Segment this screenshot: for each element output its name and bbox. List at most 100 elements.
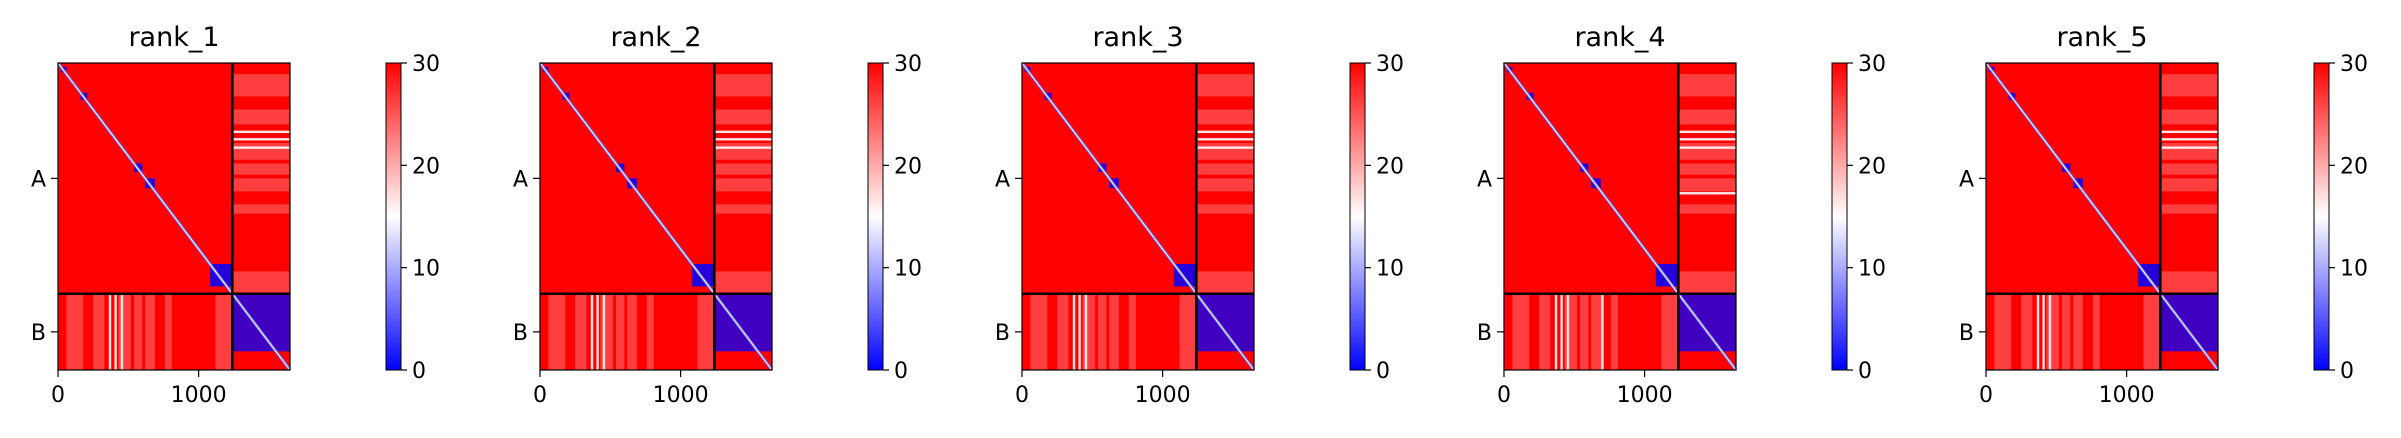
interchain-stripe	[1097, 293, 1107, 370]
interchain-band	[714, 130, 772, 134]
interchain-band	[1601, 293, 1604, 370]
panel-title: rank_2	[610, 22, 701, 53]
interchain-stripe	[1109, 293, 1120, 370]
interchain-stripe	[1196, 163, 1254, 175]
y-tick-label: A	[1477, 167, 1492, 192]
interchain-stripe	[2143, 293, 2161, 370]
interchain-stripe	[1030, 293, 1048, 370]
interchain-stripe	[93, 293, 105, 370]
interchain-band	[232, 146, 290, 149]
interchain-band	[1554, 293, 1558, 370]
diagonal-highlight	[1985, 62, 2219, 371]
interchain-band	[2160, 146, 2218, 149]
interchain-stripe	[232, 143, 290, 160]
colorbar-tick-label: 30	[1376, 52, 1404, 77]
interchain-stripe	[2021, 293, 2033, 370]
interchain-stripe	[600, 293, 614, 370]
interchain-band	[1678, 146, 1736, 149]
interchain-band	[114, 293, 117, 370]
low-error-block	[714, 293, 772, 352]
interchain-stripe	[1196, 204, 1254, 214]
interchain-band	[1084, 293, 1088, 370]
colorbar	[2313, 62, 2330, 371]
colorbar-tick-label: 20	[2340, 154, 2368, 179]
colorbar-tick-label: 30	[894, 52, 922, 77]
interchain-band	[590, 293, 594, 370]
interchain-stripe	[1179, 293, 1197, 370]
interchain-band	[2036, 293, 2040, 370]
interchain-band	[232, 138, 290, 141]
x-tick-label: 0	[1979, 383, 1993, 408]
interchain-stripe	[66, 293, 84, 370]
colorbar-tick-label: 30	[412, 52, 440, 77]
interchain-band	[1078, 293, 1081, 370]
interchain-stripe	[714, 74, 772, 97]
y-tick-label: A	[995, 167, 1010, 192]
panel-3: rank_3 0 1000 A B 0 10 20 30	[995, 22, 1404, 408]
y-tick-label: A	[31, 167, 46, 192]
interchain-band	[108, 293, 112, 370]
colorbar-tick-label: 10	[2340, 257, 2368, 282]
interchain-stripe	[714, 109, 772, 125]
x-tick-label: 1000	[2099, 383, 2155, 408]
colorbar-tick-label: 20	[894, 154, 922, 179]
interchain-band	[2160, 130, 2218, 134]
colorbar	[867, 62, 884, 371]
interchain-band	[714, 146, 772, 149]
interchain-stripe	[1196, 178, 1254, 192]
interchain-stripe	[145, 293, 156, 370]
axes-frame	[1985, 62, 2219, 371]
colorbar-tick-label: 10	[894, 257, 922, 282]
axes-frame	[1021, 62, 1255, 371]
interchain-stripe	[1678, 143, 1736, 160]
diagonal-highlight	[1503, 62, 1737, 371]
interchain-stripe	[2160, 163, 2218, 175]
interchain-stripe	[232, 163, 290, 175]
interchain-stripe	[1196, 271, 1254, 294]
interchain-stripe	[1512, 293, 1530, 370]
colorbar-tick-label: 20	[1858, 154, 1886, 179]
x-tick-label: 1000	[653, 383, 709, 408]
panel-1: rank_1 0 1000 A B 0 10 20 30	[31, 22, 440, 408]
interchain-stripe	[133, 293, 143, 370]
interchain-band	[232, 130, 290, 134]
interchain-stripe	[1661, 293, 1679, 370]
interchain-band	[2042, 293, 2045, 370]
interchain-stripe	[646, 293, 654, 370]
x-tick-label: 1000	[171, 383, 227, 408]
interchain-stripe	[2160, 178, 2218, 192]
low-error-block	[2160, 293, 2218, 352]
low-error-block	[1196, 293, 1254, 352]
interchain-stripe	[1128, 293, 1136, 370]
interchain-band	[120, 293, 124, 370]
interchain-stripe	[1196, 109, 1254, 125]
colorbar-tick-label: 0	[2340, 359, 2354, 384]
interchain-stripe	[714, 204, 772, 214]
interchain-stripe	[232, 271, 290, 294]
interchain-stripe	[1579, 293, 1589, 370]
colorbar-tick-label: 10	[1376, 257, 1404, 282]
interchain-stripe	[615, 293, 625, 370]
colorbar	[385, 62, 402, 371]
y-tick-label: B	[1477, 321, 1492, 346]
panel-2: rank_2 0 1000 A B 0 10 20 30	[513, 22, 922, 408]
diagonal-highlight	[57, 62, 291, 371]
panel-4: rank_4 0 1000 A B 0 10 20 30	[1477, 22, 1886, 408]
panel-title: rank_5	[2056, 22, 2147, 53]
interchain-band	[2160, 138, 2218, 141]
interchain-stripe	[232, 178, 290, 192]
colorbar-tick-label: 30	[2340, 52, 2368, 77]
diagonal-highlight	[539, 62, 773, 371]
interchain-band	[1196, 130, 1254, 134]
axes-frame	[1503, 62, 1737, 371]
colorbar	[1349, 62, 1366, 371]
colorbar-tick-label: 10	[1858, 257, 1886, 282]
colorbar-tick-label: 20	[1376, 154, 1404, 179]
interchain-stripe	[1610, 293, 1618, 370]
interchain-stripe	[714, 271, 772, 294]
y-tick-label: A	[513, 167, 528, 192]
interchain-stripe	[232, 204, 290, 214]
interchain-stripe	[1678, 74, 1736, 97]
interchain-stripe	[1564, 293, 1578, 370]
